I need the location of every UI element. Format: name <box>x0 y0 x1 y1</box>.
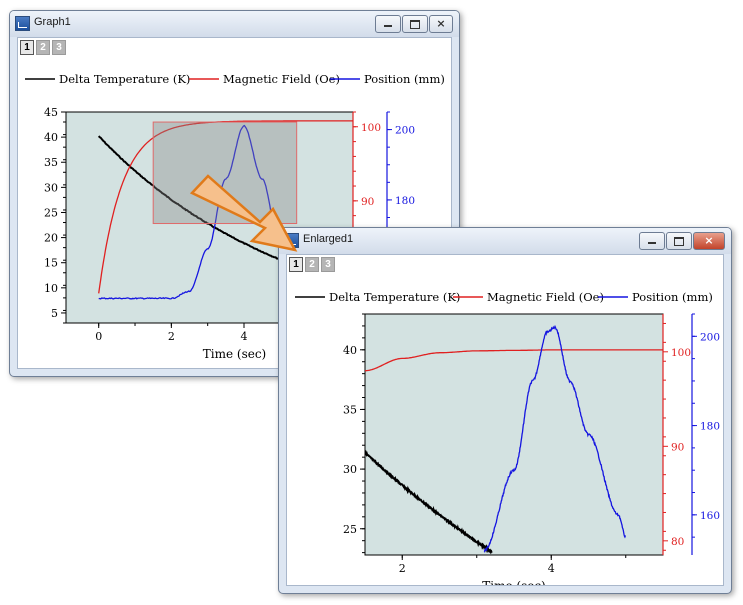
y-tick-label: 30 <box>343 463 357 476</box>
legend-label: Magnetic Field (Oe) <box>223 72 340 86</box>
layer-tab-3[interactable]: 3 <box>321 257 335 272</box>
layer-tab-1[interactable]: 1 <box>20 40 34 55</box>
y3-tick-label: 180 <box>700 421 720 433</box>
y2-tick-label: 100 <box>671 347 691 359</box>
graph-window-icon <box>15 16 30 31</box>
y-tick-label: 10 <box>44 282 58 295</box>
enlarged1-client: 1 2 3 Delta Temperature (K) Magnetic Fiel… <box>286 254 724 586</box>
x-tick-label: 4 <box>241 330 248 343</box>
graph1-title: Graph1 <box>34 16 71 28</box>
enlarged1-title: Enlarged1 <box>303 233 354 245</box>
y-tick-label: 25 <box>44 206 58 219</box>
maximize-button[interactable] <box>402 15 428 33</box>
layer-tab-3[interactable]: 3 <box>52 40 66 55</box>
graph1-titlebar[interactable]: Graph1 × <box>10 11 459 37</box>
enlarged1-window[interactable]: Enlarged1 × 1 2 3 Delta Temperature (K) M… <box>278 227 732 594</box>
close-button[interactable]: × <box>693 232 725 250</box>
y-tick-label: 40 <box>44 131 58 144</box>
enlarged1-layer-tabs: 1 2 3 <box>289 257 335 272</box>
x-tick-label: 2 <box>399 562 406 575</box>
minimize-icon <box>648 242 656 244</box>
legend-label: Delta Temperature (K) <box>59 72 190 86</box>
graph1-layer-tabs: 1 2 3 <box>20 40 66 55</box>
enlarged1-titlebar[interactable]: Enlarged1 × <box>279 228 731 254</box>
series-line-field <box>365 349 663 372</box>
x-tick-label: 2 <box>168 330 175 343</box>
maximize-button[interactable] <box>666 232 692 250</box>
legend-label: Position (mm) <box>632 290 713 304</box>
y-tick-label: 15 <box>44 257 58 270</box>
legend-label: Magnetic Field (Oe) <box>487 290 604 304</box>
minimize-button[interactable] <box>375 15 401 33</box>
zoom-selection-rect <box>152 121 298 225</box>
legend-label: Position (mm) <box>364 72 445 86</box>
y3-tick-label: 180 <box>395 195 415 207</box>
y3-tick-label: 160 <box>700 510 720 522</box>
y-tick-label: 20 <box>44 232 58 245</box>
y2-tick-label: 90 <box>671 441 684 453</box>
y2-tick-label: 90 <box>361 196 374 208</box>
y2-tick-label: 80 <box>671 536 684 548</box>
x-tick-label: 0 <box>95 330 102 343</box>
y-tick-label: 5 <box>51 307 58 320</box>
maximize-icon <box>410 20 420 29</box>
series-line-temperature <box>365 449 493 555</box>
y-tick-label: 35 <box>44 156 58 169</box>
close-icon: × <box>436 17 446 30</box>
x-axis-label: Time (sec) <box>482 579 545 585</box>
y-tick-label: 40 <box>343 344 357 357</box>
layer-tab-1[interactable]: 1 <box>289 257 303 272</box>
y-tick-label: 35 <box>343 403 357 416</box>
x-tick-label: 4 <box>548 562 555 575</box>
y3-tick-label: 200 <box>700 331 720 343</box>
maximize-icon <box>674 237 684 246</box>
close-button[interactable]: × <box>429 15 453 33</box>
x-axis-label: Time (sec) <box>203 347 266 361</box>
layer-tab-2[interactable]: 2 <box>36 40 50 55</box>
y-tick-label: 30 <box>44 181 58 194</box>
y-tick-label: 25 <box>343 523 357 536</box>
graph-window-icon <box>284 233 299 248</box>
layer-tab-2[interactable]: 2 <box>305 257 319 272</box>
series-line-position <box>483 324 626 553</box>
plot-area <box>364 313 664 556</box>
y-tick-label: 45 <box>44 106 58 119</box>
y2-tick-label: 100 <box>361 122 381 134</box>
enlarged1-chart[interactable]: Delta Temperature (K) Magnetic Field (Oe)… <box>287 255 724 585</box>
y3-tick-label: 200 <box>395 125 415 137</box>
minimize-icon <box>384 25 392 27</box>
minimize-button[interactable] <box>639 232 665 250</box>
legend-label: Delta Temperature (K) <box>329 290 460 304</box>
close-icon: × <box>704 234 714 247</box>
